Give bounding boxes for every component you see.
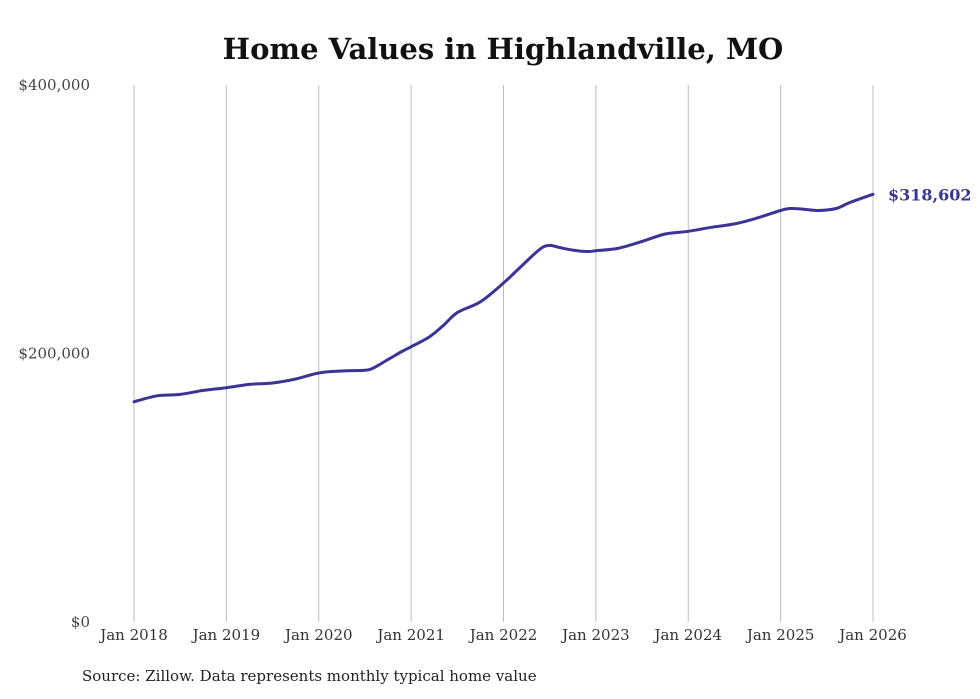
series-line-0 — [132, 192, 875, 404]
x-axis-ticks: Jan 2018 Jan 2019 Jan 2020 Jan 2021 Jan 2022… — [98, 626, 907, 644]
x-tick-label-2: Jan 2020 — [283, 626, 353, 644]
y-axis-ticks: $0 $200,000 $400,000 — [18, 76, 90, 631]
end-value-label: $318,602 — [888, 185, 972, 204]
x-tick-label-0: Jan 2018 — [98, 626, 168, 644]
x-tick-label-1: Jan 2019 — [191, 626, 261, 644]
source-note: Source: Zillow. Data represents monthly … — [82, 667, 537, 685]
y-tick-label-0: $0 — [71, 613, 90, 631]
x-tick-label-7: Jan 2025 — [745, 626, 815, 644]
x-tick-label-6: Jan 2024 — [652, 626, 722, 644]
x-tick-label-4: Jan 2022 — [468, 626, 538, 644]
grid-lines — [133, 85, 874, 622]
y-tick-label-2: $400,000 — [18, 76, 90, 94]
x-tick-label-8: Jan 2026 — [837, 626, 907, 644]
chart-title: Home Values in Highlandville, MO — [223, 32, 784, 66]
x-tick-label-3: Jan 2021 — [375, 626, 445, 644]
x-tick-label-5: Jan 2023 — [560, 626, 630, 644]
series-group — [132, 192, 875, 404]
y-tick-label-1: $200,000 — [18, 345, 90, 363]
